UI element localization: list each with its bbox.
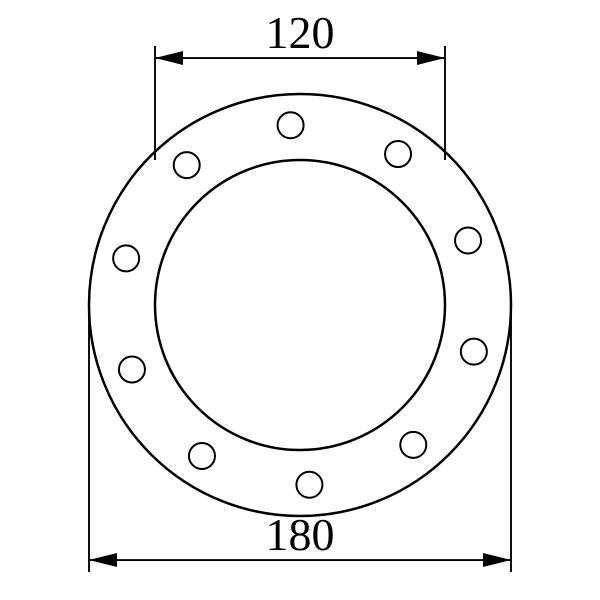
arrowhead-left-icon [89, 553, 117, 567]
outer-circle [89, 94, 511, 516]
dimension-label-bottom: 180 [266, 509, 335, 560]
arrowhead-left-icon [155, 51, 183, 65]
dimension-label-top: 120 [266, 7, 335, 58]
bolt-hole [385, 141, 411, 167]
bolt-hole [400, 432, 426, 458]
bolt-hole [278, 112, 304, 138]
bolt-hole [189, 443, 215, 469]
dimension-bottom: 180 [89, 305, 511, 572]
flange-drawing: 120 180 [0, 0, 600, 600]
bolt-hole [174, 152, 200, 178]
bolt-hole [461, 339, 487, 365]
bolt-hole [119, 357, 145, 383]
bolt-hole [455, 227, 481, 253]
arrowhead-right-icon [483, 553, 511, 567]
bolt-hole [113, 245, 139, 271]
dimension-top: 120 [155, 7, 445, 160]
arrowhead-right-icon [417, 51, 445, 65]
bolt-hole [296, 472, 322, 498]
drawing-svg: 120 180 [0, 0, 600, 600]
inner-circle [155, 160, 445, 450]
